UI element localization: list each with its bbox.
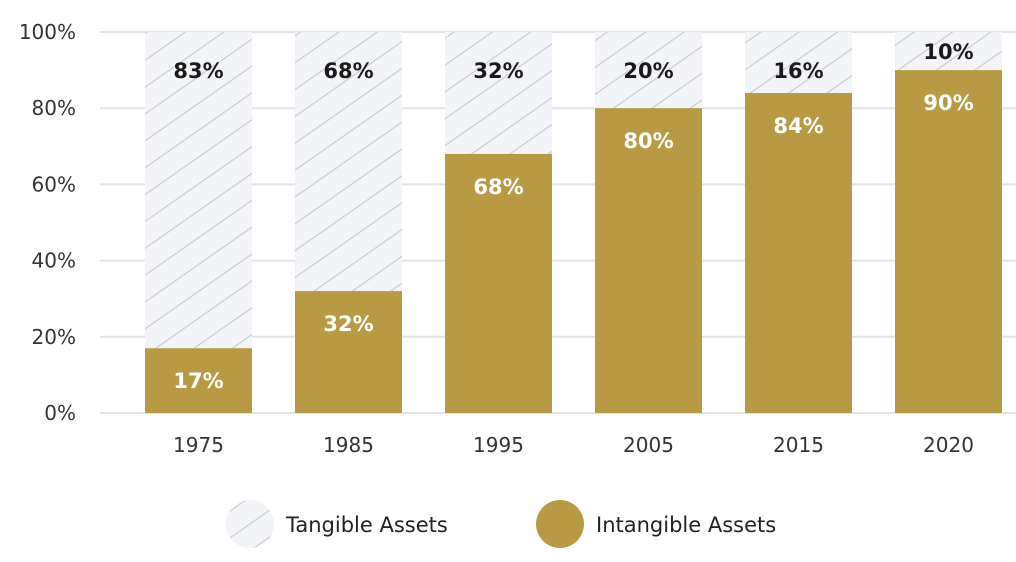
bar-intangible [745,92,852,414]
y-axis: 0% 20% 40% 60% 80% 100% [19,20,76,425]
legend-swatch-tangible [226,500,274,548]
data-label-intangible: 17% [173,369,223,393]
bar-tangible [595,32,702,109]
bars: 83% 17% 68% 32% 32% 68% 20% 80% 16% 84% 10% 90% [145,32,1002,414]
x-tick-label: 2015 [773,433,824,457]
legend: Tangible Assets Intangible Assets [226,500,776,548]
bar-tangible [745,32,852,93]
data-label-tangible: 83% [173,59,223,83]
data-label-intangible: 90% [923,91,973,115]
x-tick-label: 1985 [323,433,374,457]
y-tick-label: 60% [32,172,76,196]
x-tick-label: 2005 [623,433,674,457]
legend-swatch-intangible [536,500,584,548]
x-tick-label: 1975 [173,433,224,457]
data-label-intangible: 32% [323,312,373,336]
data-label-intangible: 68% [473,175,523,199]
bar-tangible [295,32,402,292]
bar-tangible [145,32,252,349]
x-tick-label: 2020 [923,433,974,457]
y-tick-label: 100% [19,20,76,44]
data-label-tangible: 68% [323,59,373,83]
bar-tangible [445,32,552,154]
bar-intangible [295,291,402,413]
bar-intangible [595,108,702,413]
y-tick-label: 40% [32,249,76,273]
legend-label-intangible: Intangible Assets [596,513,776,537]
x-axis: 1975 1985 1995 2005 2015 2020 [173,433,974,457]
x-tick-label: 1995 [473,433,524,457]
gridlines [100,31,1016,414]
data-label-tangible: 32% [473,59,523,83]
y-tick-label: 80% [32,96,76,120]
data-label-tangible: 20% [623,59,673,83]
bar-intangible [445,153,552,414]
y-tick-label: 0% [44,401,76,425]
bar-intangible [895,70,1002,413]
bar-intangible [145,348,252,413]
data-label-tangible: 10% [923,40,973,64]
data-label-intangible: 80% [623,129,673,153]
legend-label-tangible: Tangible Assets [285,513,448,537]
data-label-tangible: 16% [773,59,823,83]
data-label-intangible: 84% [773,114,823,138]
y-tick-label: 20% [32,325,76,349]
bar-tangible [895,32,1002,71]
